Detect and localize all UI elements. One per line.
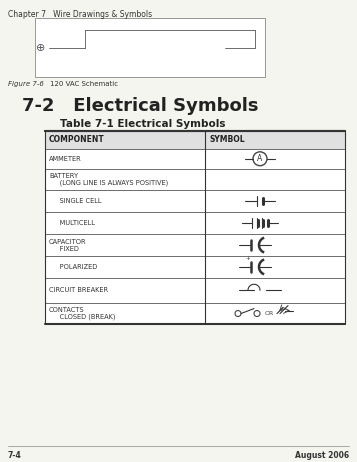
Text: Table 7-1 Electrical Symbols: Table 7-1 Electrical Symbols — [60, 119, 226, 129]
FancyBboxPatch shape — [45, 131, 345, 324]
Text: +: + — [246, 256, 250, 261]
Text: POLARIZED: POLARIZED — [49, 264, 97, 270]
Text: Figure 7-6: Figure 7-6 — [8, 81, 44, 87]
Text: CONTACTS
     CLOSED (BREAK): CONTACTS CLOSED (BREAK) — [49, 307, 116, 320]
Text: AMMETER: AMMETER — [49, 156, 82, 162]
FancyBboxPatch shape — [45, 131, 345, 149]
Text: CIRCUIT BREAKER: CIRCUIT BREAKER — [49, 287, 108, 293]
Text: MULTICELL: MULTICELL — [49, 220, 95, 226]
Text: 7-2   Electrical Symbols: 7-2 Electrical Symbols — [22, 97, 258, 115]
Text: COMPONENT: COMPONENT — [49, 135, 105, 145]
Text: August 2006: August 2006 — [295, 451, 349, 461]
Text: BATTERY
     (LONG LINE IS ALWAYS POSITIVE): BATTERY (LONG LINE IS ALWAYS POSITIVE) — [49, 173, 168, 186]
FancyBboxPatch shape — [35, 18, 265, 78]
Text: 120 VAC Schematic: 120 VAC Schematic — [50, 81, 118, 87]
Text: SINGLE CELL: SINGLE CELL — [49, 198, 101, 204]
Text: A: A — [257, 154, 263, 163]
Text: 7-4: 7-4 — [8, 451, 22, 461]
Text: OR: OR — [265, 311, 274, 316]
Text: Chapter 7   Wire Drawings & Symbols: Chapter 7 Wire Drawings & Symbols — [8, 10, 152, 19]
Text: ⊕: ⊕ — [36, 43, 46, 53]
Text: CAPACITOR
     FIXED: CAPACITOR FIXED — [49, 238, 87, 252]
Text: SYMBOL: SYMBOL — [209, 135, 245, 145]
